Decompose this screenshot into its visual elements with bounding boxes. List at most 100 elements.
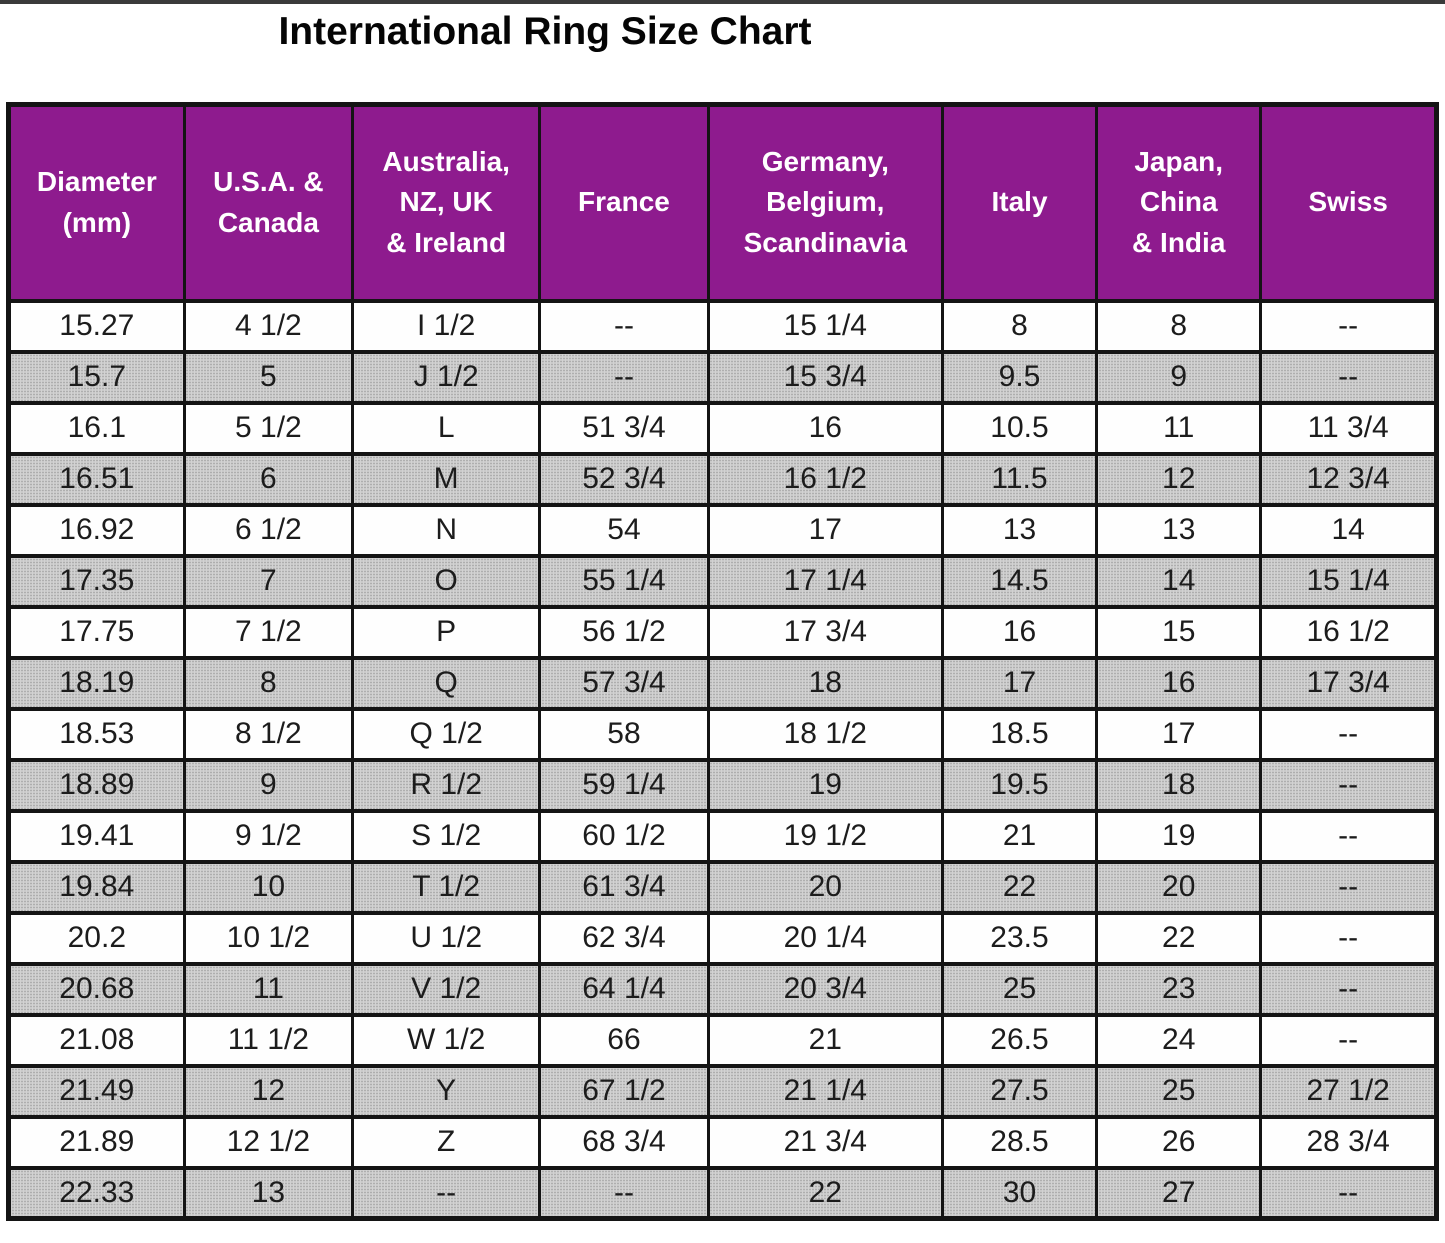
table-cell: 6 [182, 451, 355, 507]
table-cell: J 1/2 [351, 349, 542, 405]
table-cell: 20 [706, 859, 944, 915]
ring-size-table: Diameter (mm) U.S.A. & Canada Australia,… [6, 102, 1439, 1221]
table-cell: 21.08 [7, 1012, 186, 1068]
table-cell: I 1/2 [351, 298, 542, 354]
table-cell: 30 [940, 1165, 1099, 1221]
table-cell: 8 1/2 [182, 706, 355, 762]
table-cell: 6 1/2 [182, 502, 355, 558]
table-cell: -- [538, 349, 710, 405]
table-cell: -- [1259, 910, 1438, 966]
table-cell: 27 1/2 [1259, 1063, 1438, 1119]
table-cell: 16 1/2 [706, 451, 944, 507]
table-cell: 21.49 [7, 1063, 186, 1119]
table-cell: 16 1/2 [1259, 604, 1438, 660]
table-body: 15.27 4 1/2 I 1/2 -- 15 1/4 8 8 -- 15.7 5 J 1/2 -- 1… [7, 298, 1438, 1221]
table-cell: 20 1/4 [706, 910, 944, 966]
table-cell: -- [1259, 808, 1438, 864]
table-cell: L [351, 400, 542, 456]
table-cell: 10 1/2 [182, 910, 355, 966]
table-cell: 61 3/4 [538, 859, 710, 915]
table-cell: 16 [1095, 655, 1263, 711]
table-cell: 11 3/4 [1259, 400, 1438, 456]
table-cell: 19 [706, 757, 944, 813]
table-cell: 15 1/4 [706, 298, 944, 354]
table-cell: 28 3/4 [1259, 1114, 1438, 1170]
table-row: 18.89 9 R 1/2 59 1/4 19 19.5 18 -- [7, 757, 1438, 813]
table-cell: 15 3/4 [706, 349, 944, 405]
table-cell: 9.5 [940, 349, 1099, 405]
table-cell: 17.75 [7, 604, 186, 660]
table-cell: 9 1/2 [182, 808, 355, 864]
table-cell: R 1/2 [351, 757, 542, 813]
table-cell: 8 [182, 655, 355, 711]
table-row: 19.41 9 1/2 S 1/2 60 1/2 19 1/2 21 19 -- [7, 808, 1438, 864]
table-cell: 18.5 [940, 706, 1099, 762]
table-cell: 15 1/4 [1259, 553, 1438, 609]
table-cell: -- [1259, 961, 1438, 1017]
table-cell: 5 1/2 [182, 400, 355, 456]
table-cell: 10 [182, 859, 355, 915]
table-cell: 19.41 [7, 808, 186, 864]
table-cell: 12 [182, 1063, 355, 1119]
column-header-diameter-mm: Diameter (mm) [7, 102, 186, 303]
table-cell: 12 1/2 [182, 1114, 355, 1170]
table-cell: 12 3/4 [1259, 451, 1438, 507]
table-row: 19.84 10 T 1/2 61 3/4 20 22 20 -- [7, 859, 1438, 915]
table-cell: 67 1/2 [538, 1063, 710, 1119]
table-cell: 25 [940, 961, 1099, 1017]
table-cell: 56 1/2 [538, 604, 710, 660]
table-row: 21.08 11 1/2 W 1/2 66 21 26.5 24 -- [7, 1012, 1438, 1068]
table-cell: M [351, 451, 542, 507]
table-cell: 8 [1095, 298, 1263, 354]
table-cell: 9 [1095, 349, 1263, 405]
table-cell: -- [538, 1165, 710, 1221]
table-cell: 18 1/2 [706, 706, 944, 762]
table-cell: S 1/2 [351, 808, 542, 864]
table-cell: V 1/2 [351, 961, 542, 1017]
table-cell: Y [351, 1063, 542, 1119]
table-cell: O [351, 553, 542, 609]
table-cell: -- [1259, 1012, 1438, 1068]
table-cell: 26 [1095, 1114, 1263, 1170]
table-cell: 23 [1095, 961, 1263, 1017]
table-cell: -- [1259, 757, 1438, 813]
table-cell: 54 [538, 502, 710, 558]
table-cell: 13 [182, 1165, 355, 1221]
table-cell: 8 [940, 298, 1099, 354]
table-cell: 18.89 [7, 757, 186, 813]
table-cell: 11 [182, 961, 355, 1017]
table-row: 16.1 5 1/2 L 51 3/4 16 10.5 11 11 3/4 [7, 400, 1438, 456]
table-cell: 22.33 [7, 1165, 186, 1221]
table-cell: 22 [1095, 910, 1263, 966]
table-cell: 21 [940, 808, 1099, 864]
column-header-italy: Italy [940, 102, 1099, 303]
table-cell: Z [351, 1114, 542, 1170]
table-cell: 14 [1095, 553, 1263, 609]
page-title: International Ring Size Chart [278, 10, 812, 53]
table-cell: 17 3/4 [1259, 655, 1438, 711]
table-cell: 19 [1095, 808, 1263, 864]
table-cell: 7 [182, 553, 355, 609]
table-cell: 16 [940, 604, 1099, 660]
table-row: 16.92 6 1/2 N 54 17 13 13 14 [7, 502, 1438, 558]
table-cell: Q 1/2 [351, 706, 542, 762]
table-cell: 17 3/4 [706, 604, 944, 660]
table-cell: P [351, 604, 542, 660]
table-cell: 7 1/2 [182, 604, 355, 660]
table-cell: 17 [940, 655, 1099, 711]
table-cell: 9 [182, 757, 355, 813]
table-cell: 27 [1095, 1165, 1263, 1221]
table-cell: 21 [706, 1012, 944, 1068]
top-divider-line [0, 0, 1445, 4]
table-cell: 16 [706, 400, 944, 456]
table-cell: 15.27 [7, 298, 186, 354]
table-cell: N [351, 502, 542, 558]
table-cell: 18.19 [7, 655, 186, 711]
table-cell: 19 1/2 [706, 808, 944, 864]
table-cell: 21 3/4 [706, 1114, 944, 1170]
column-header-swiss: Swiss [1259, 102, 1438, 303]
table-cell: Q [351, 655, 542, 711]
table-cell: 12 [1095, 451, 1263, 507]
table-cell: 19.5 [940, 757, 1099, 813]
table-cell: -- [1259, 1165, 1438, 1221]
